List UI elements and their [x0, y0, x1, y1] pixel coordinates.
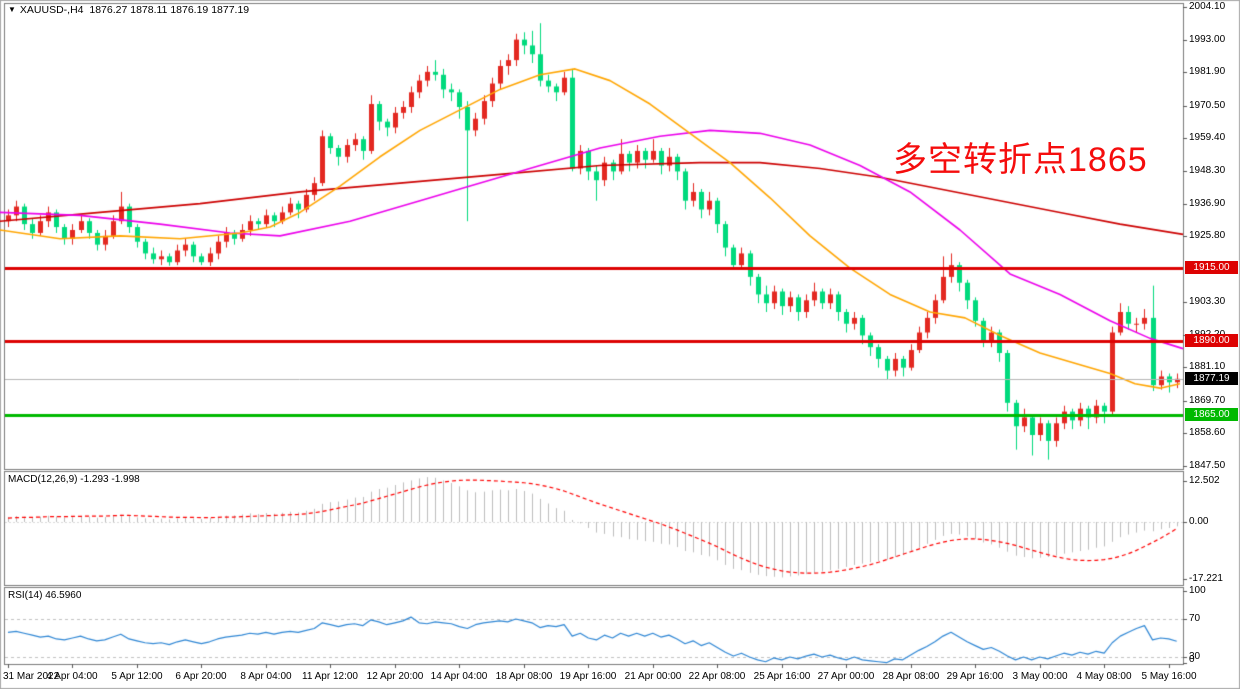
macd-tick-label: 0.00: [1189, 516, 1209, 527]
price-tick-label: 1881.10: [1189, 361, 1226, 372]
price-tick-label: 1903.30: [1189, 296, 1226, 307]
macd-tick-label: 12.502: [1189, 475, 1220, 486]
price-tick-label: 1959.40: [1189, 132, 1226, 143]
rsi-tick-label: 0: [1189, 654, 1195, 665]
price-tick-label: 1981.90: [1189, 66, 1226, 77]
chart-title-text: XAUUSD-,H4 1876.27 1878.11 1876.19 1877.…: [19, 4, 250, 16]
macd-tick-label: -17.221: [1189, 573, 1223, 584]
price-tick-label: 1993.00: [1189, 34, 1226, 45]
time-tick-label: 27 Apr 00:00: [817, 671, 875, 682]
chart-annotation-text: 多空转折点1865: [893, 141, 1148, 179]
price-level-badge: 1915.00: [1185, 261, 1238, 274]
price-tick-label: 1970.50: [1189, 100, 1226, 111]
time-tick-label: 18 Apr 08:00: [495, 671, 553, 682]
time-tick-label: 5 May 16:00: [1141, 671, 1197, 682]
time-tick-label: 31 Mar 2022: [3, 671, 60, 682]
time-tick-label: 4 Apr 04:00: [46, 671, 98, 682]
price-tick-label: 1936.90: [1189, 198, 1226, 209]
price-level-badge: 1877.19: [1185, 372, 1238, 385]
price-tick-label: 1869.70: [1189, 395, 1226, 406]
macd-indicator-label: MACD(12,26,9) -1.293 -1.998: [8, 474, 140, 485]
time-tick-label: 21 Apr 00:00: [624, 671, 682, 682]
time-tick-label: 25 Apr 16:00: [753, 671, 811, 682]
rsi-indicator-label: RSI(14) 46.5960: [8, 590, 82, 601]
price-tick-label: 1858.60: [1189, 427, 1226, 438]
price-tick-label: 1847.50: [1189, 460, 1226, 471]
price-tick-label: 1925.80: [1189, 230, 1226, 241]
chart-title: ▼ XAUUSD-,H4 1876.27 1878.11 1876.19 1877…: [8, 4, 249, 16]
price-tick-label: 2004.10: [1189, 1, 1226, 12]
time-tick-label: 22 Apr 08:00: [688, 671, 746, 682]
time-tick-label: 6 Apr 20:00: [175, 671, 227, 682]
time-tick-label: 5 Apr 12:00: [111, 671, 163, 682]
rsi-tick-label: 100: [1189, 585, 1206, 596]
time-tick-label: 28 Apr 08:00: [882, 671, 940, 682]
time-tick-label: 14 Apr 04:00: [430, 671, 488, 682]
symbol-dropdown-icon[interactable]: ▼: [8, 5, 16, 14]
time-tick-label: 19 Apr 16:00: [559, 671, 617, 682]
price-tick-label: 1948.30: [1189, 165, 1226, 176]
time-tick-label: 12 Apr 20:00: [366, 671, 424, 682]
time-tick-label: 8 Apr 04:00: [240, 671, 292, 682]
time-tick-label: 3 May 00:00: [1012, 671, 1068, 682]
time-tick-label: 11 Apr 12:00: [302, 671, 358, 682]
time-tick-label: 4 May 08:00: [1076, 671, 1132, 682]
price-level-badge: 1865.00: [1185, 408, 1238, 421]
time-tick-label: 29 Apr 16:00: [946, 671, 1004, 682]
rsi-tick-label: 30: [1189, 651, 1201, 662]
rsi-tick-label: 70: [1189, 613, 1201, 624]
price-level-badge: 1890.00: [1185, 334, 1238, 347]
